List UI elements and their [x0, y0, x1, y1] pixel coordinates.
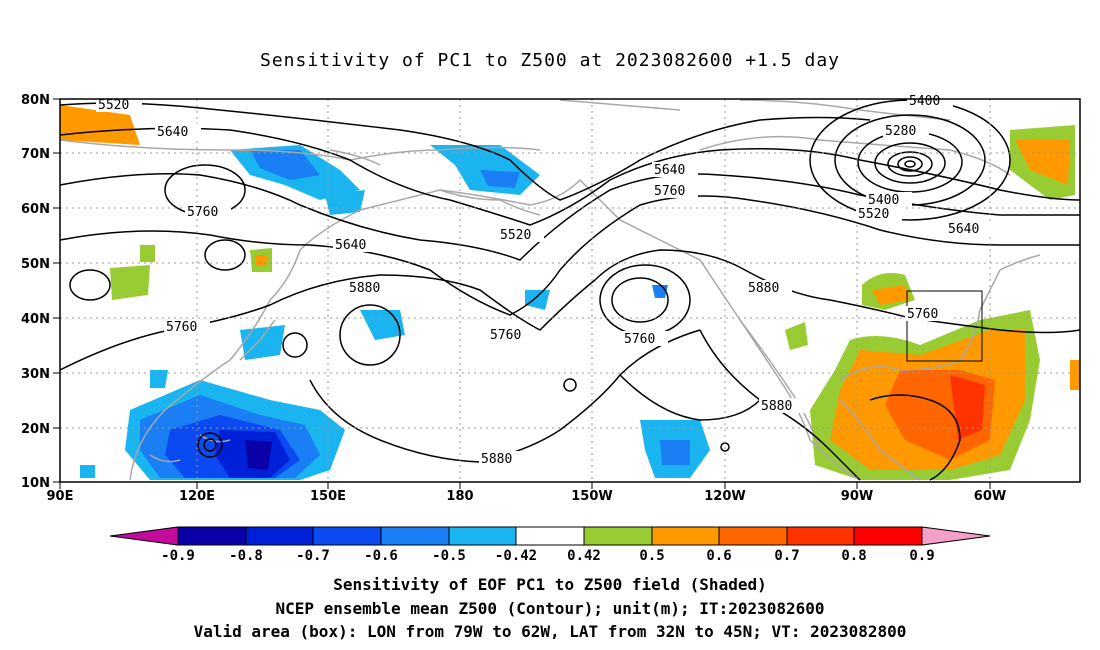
colorbar-cell	[380, 526, 450, 546]
contour-label: 5760	[624, 332, 655, 347]
lon-label: 60W	[974, 489, 1006, 504]
lat-label: 50N	[21, 257, 50, 272]
contour-label: 5760	[907, 307, 938, 322]
contour-label: 5760	[166, 320, 197, 335]
colorbar-cell	[312, 526, 382, 546]
lat-label: 80N	[21, 93, 50, 108]
lon-label: 90E	[47, 489, 74, 504]
colorbar-cell	[245, 526, 314, 546]
lon-label: 120W	[704, 489, 745, 504]
lon-label: 180	[446, 489, 473, 504]
negative-shading	[80, 145, 710, 480]
contour-label: 5880	[481, 452, 512, 467]
colorbar-cell	[853, 526, 923, 546]
colorbar-label: 0.9	[909, 548, 934, 564]
lat-label: 40N	[21, 312, 50, 327]
lon-label: 150W	[571, 489, 612, 504]
colorbar-cell	[583, 526, 653, 546]
colorbar-label: 0.8	[841, 548, 866, 564]
contour-label: 5880	[761, 399, 792, 414]
colorbar-label: -0.8	[229, 548, 263, 564]
latitude-labels: 80N 70N 60N 50N 40N 30N 20N 10N	[21, 93, 50, 491]
colorbar-cell	[651, 526, 720, 546]
contour-label: 5400	[868, 193, 899, 208]
contour-label: 5640	[335, 238, 366, 253]
lat-label: 60N	[21, 202, 50, 217]
lon-label: 90W	[841, 489, 873, 504]
contour-label: 5280	[885, 124, 916, 139]
contour-label: 5640	[157, 125, 188, 140]
contour-label: 5760	[654, 184, 685, 199]
colorbar-label: -0.6	[364, 548, 398, 564]
colorbar-cell	[109, 526, 179, 546]
plot-frame	[59, 98, 1081, 483]
contour-label: 5760	[187, 205, 218, 220]
lon-label: 150E	[310, 489, 346, 504]
lat-label: 20N	[21, 422, 50, 437]
lat-label: 70N	[21, 147, 50, 162]
colorbar-cell	[515, 526, 585, 546]
caption-line-3: Valid area (box): LON from 79W to 62W, L…	[193, 622, 907, 641]
contour-label: 5760	[490, 328, 521, 343]
contour-label: 5520	[98, 98, 129, 113]
colorbar-label: -0.7	[296, 548, 330, 564]
colorbar-cell	[718, 526, 788, 546]
coastlines	[59, 99, 1041, 481]
colorbar-label: 0.5	[639, 548, 664, 564]
map-title: Sensitivity of PC1 to Z500 at 2023082600…	[259, 50, 840, 71]
positive-shading	[60, 105, 1080, 480]
lat-label: 30N	[21, 367, 50, 382]
colorbar-label: -0.42	[495, 548, 537, 564]
colorbar	[109, 526, 991, 546]
colorbar-cell	[921, 526, 991, 546]
valid-area-box	[906, 290, 983, 362]
colorbar-label: -0.9	[161, 548, 195, 564]
colorbar-label: 0.42	[567, 548, 601, 564]
contour-label: 5400	[909, 94, 940, 109]
contour-label: 5880	[349, 281, 380, 296]
lat-label: 10N	[21, 476, 50, 491]
contour-label: 5640	[654, 163, 685, 178]
contour-label: 5520	[858, 207, 889, 222]
lon-label: 120E	[179, 489, 215, 504]
colorbar-label: 0.6	[706, 548, 731, 564]
contour-labels: 5520 5640 5760 5640 5880 5760 5520 5760 …	[96, 93, 992, 467]
axis-ticks	[53, 98, 991, 489]
caption-line-1: Sensitivity of EOF PC1 to Z500 field (Sh…	[333, 575, 767, 594]
contour-label: 5520	[500, 228, 531, 243]
longitude-labels: 90E 120E 150E 180 150W 120W 90W 60W	[47, 489, 1007, 504]
colorbar-cell	[448, 526, 517, 546]
contour-label: 5880	[748, 281, 779, 296]
colorbar-cell	[786, 526, 855, 546]
height-contours	[59, 99, 1081, 481]
caption-line-2: NCEP ensemble mean Z500 (Contour); unit(…	[275, 599, 825, 618]
contour-label: 5640	[948, 222, 979, 237]
colorbar-labels: -0.9 -0.8 -0.7 -0.6 -0.5 -0.42 0.42 0.5 …	[161, 548, 935, 564]
colorbar-label: 0.7	[774, 548, 799, 564]
colorbar-label: -0.5	[432, 548, 466, 564]
colorbar-cell	[177, 526, 247, 546]
